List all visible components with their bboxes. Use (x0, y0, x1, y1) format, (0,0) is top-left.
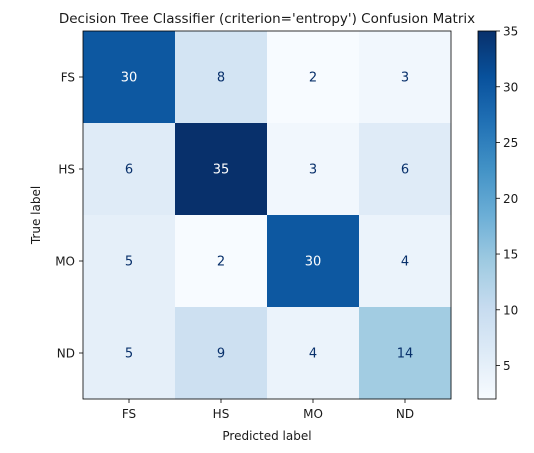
matrix-cell (359, 307, 452, 400)
colorbar-ticks: 5 10 15 20 25 30 35 (496, 25, 518, 373)
cell-value-label: 3 (401, 71, 409, 86)
x-tick-label: FS (122, 407, 136, 421)
colorbar (477, 30, 497, 400)
x-tick-label: MO (303, 407, 323, 421)
cell-value-label: 4 (401, 255, 409, 270)
cell-value-label: 30 (305, 255, 322, 270)
matrix-cell (267, 215, 360, 308)
chart-title: Decision Tree Classifier (criterion='ent… (59, 11, 475, 27)
y-axis-ticks: FS HS MO ND (55, 71, 83, 361)
cell-value-label: 5 (125, 347, 133, 362)
matrix-cell (267, 123, 360, 216)
colorbar-tick-label: 20 (503, 192, 518, 206)
cell-value-label: 5 (125, 255, 133, 270)
matrix-cell (83, 215, 176, 308)
cell-value-label: 6 (401, 163, 409, 178)
y-axis-label: True label (29, 186, 43, 245)
cell-value-label: 8 (217, 71, 225, 86)
matrix-cell (175, 215, 268, 308)
matrix-cells: 30 8 2 3 6 35 3 6 5 2 30 4 5 9 4 14 (83, 31, 452, 400)
cell-value-label: 35 (213, 163, 230, 178)
cell-value-label: 3 (309, 163, 317, 178)
x-axis-ticks: FS HS MO ND (122, 399, 414, 421)
cell-value-label: 2 (309, 71, 317, 86)
matrix-cell (83, 123, 176, 216)
colorbar-tick-label: 10 (503, 303, 518, 317)
matrix-cell (175, 31, 268, 124)
cell-value-label: 14 (397, 347, 414, 362)
cell-value-label: 2 (217, 255, 225, 270)
cell-value-label: 6 (125, 163, 133, 178)
x-tick-label: ND (396, 407, 414, 421)
y-tick-label: ND (57, 347, 75, 361)
matrix-cell (359, 31, 452, 124)
colorbar-tick-label: 25 (503, 136, 518, 150)
y-tick-label: MO (55, 255, 75, 269)
colorbar-tick-label: 30 (503, 80, 518, 94)
matrix-cell (83, 307, 176, 400)
colorbar-tick-label: 35 (503, 25, 518, 39)
matrix-cell (267, 307, 360, 400)
cell-value-label: 30 (121, 71, 138, 86)
matrix-cell (267, 31, 360, 124)
y-tick-label: FS (61, 71, 75, 85)
matrix-cell (175, 307, 268, 400)
cell-value-label: 9 (217, 347, 225, 362)
matrix-cell (359, 215, 452, 308)
colorbar-tick-label: 5 (503, 359, 511, 373)
x-axis-label: Predicted label (222, 429, 311, 443)
colorbar-tick-label: 15 (503, 248, 518, 262)
matrix-cell (175, 123, 268, 216)
cell-value-label: 4 (309, 347, 317, 362)
y-tick-label: HS (58, 163, 75, 177)
matrix-frame (82, 30, 452, 400)
x-tick-label: HS (213, 407, 230, 421)
matrix-cell (359, 123, 452, 216)
matrix-cell (83, 31, 176, 124)
